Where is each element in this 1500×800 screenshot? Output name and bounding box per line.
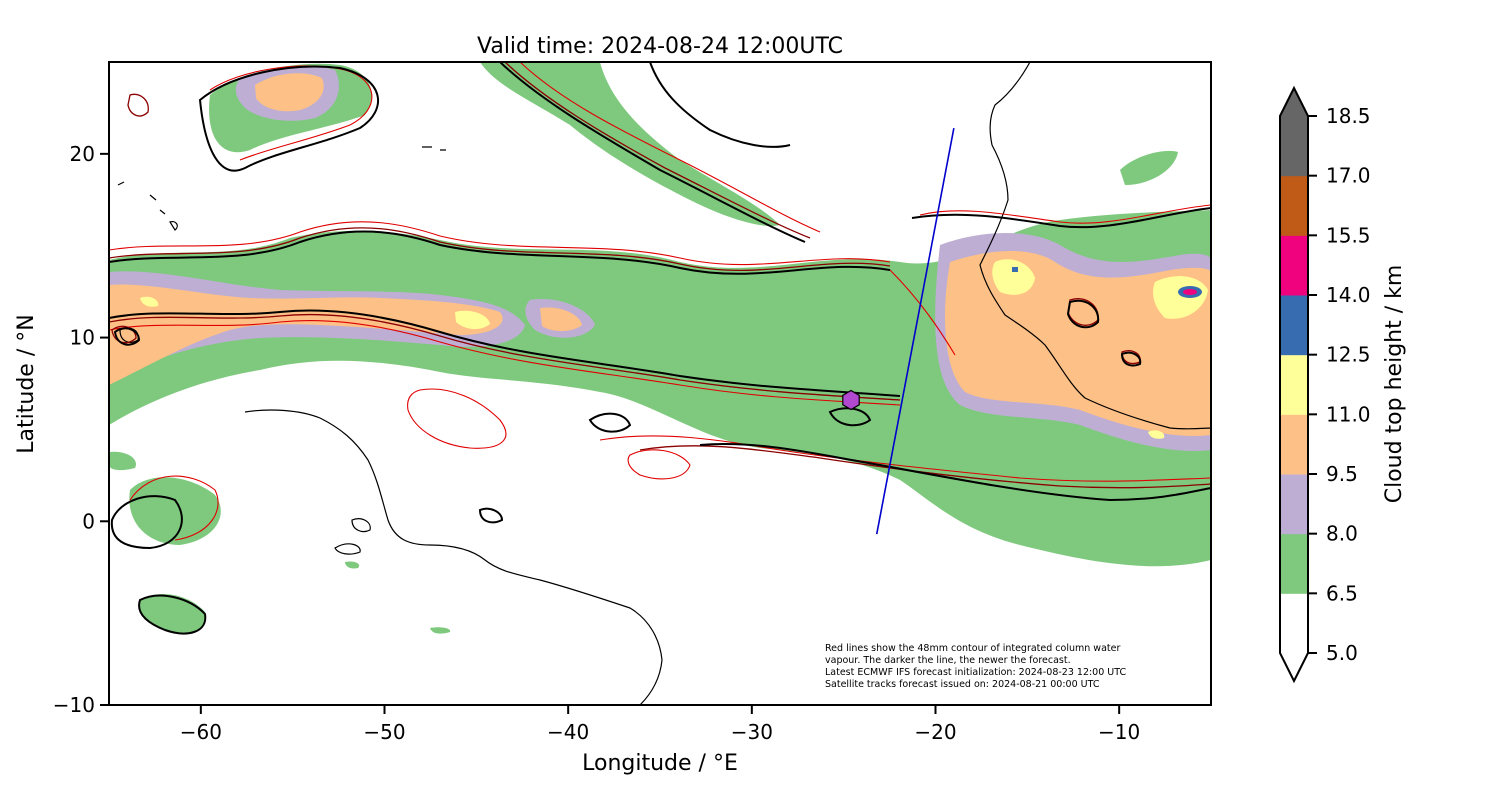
annotation-line-4: Satellite tracks forecast issued on: 202… (825, 679, 1100, 690)
colorbar-tick-label: 5.0 (1326, 641, 1358, 665)
colorbar-tick-label: 9.5 (1326, 462, 1358, 486)
y-axis-ticks: −10 0 10 20 (53, 142, 109, 717)
y-axis-label: Latitude / °N (14, 314, 39, 453)
iwv-contours-older (109, 62, 1211, 541)
y-tick-label: 10 (70, 326, 95, 350)
annotation-line-3: Latest ECMWF IFS forecast initialization… (825, 667, 1126, 678)
x-tick-label: −60 (180, 720, 222, 744)
cloud-layer-9.5-11.0 (109, 73, 1211, 436)
annotation-line-2: vapour. The darker the line, the newer t… (825, 655, 1071, 666)
colorbar-swatch (1280, 116, 1308, 177)
colorbar-swatch (1280, 593, 1308, 654)
x-tick-label: −10 (1098, 720, 1140, 744)
iwv-contours-newer (109, 62, 1211, 489)
colorbar-swatch (1280, 533, 1308, 594)
hexagon-marker (842, 389, 860, 411)
colorbar-tick-label: 6.5 (1326, 581, 1358, 605)
colorbar-tick-label: 15.5 (1326, 223, 1371, 247)
colorbar: 5.0 6.5 8.0 9.5 11.0 12.5 14.0 15.5 17.0 18.5 (1279, 85, 1371, 684)
x-axis-label: Longitude / °E (582, 751, 738, 776)
cloud-layer-high-spots (1012, 267, 1202, 298)
colorbar-tick-label: 14.0 (1326, 283, 1371, 307)
colorbar-label: Cloud top height / km (1382, 265, 1407, 504)
colorbar-swatch (1280, 175, 1308, 236)
map-title: Valid time: 2024-08-24 12:00UTC (477, 34, 843, 59)
satellite-track-line (875, 127, 955, 535)
colorbar-tick-label: 8.0 (1326, 522, 1358, 546)
map-frame (108, 61, 1212, 706)
x-tick-label: −30 (731, 720, 773, 744)
x-tick-label: −20 (914, 720, 956, 744)
colorbar-swatch (1280, 235, 1308, 296)
colorbar-swatch (1280, 474, 1308, 535)
colorbar-extend-min (1280, 653, 1308, 681)
colorbar-extend-max (1280, 88, 1308, 116)
x-axis-ticks: −60 −50 −40 −30 −20 −10 (180, 705, 1140, 744)
colorbar-tick-label: 11.0 (1326, 402, 1371, 426)
colorbar-swatch (1280, 295, 1308, 356)
y-tick-label: 0 (82, 509, 95, 533)
colorbar-tick-label: 17.0 (1326, 164, 1371, 188)
map-panel: Red lines show the 48mm contour of integ… (108, 61, 1212, 706)
colorbar-swatch (1280, 414, 1308, 475)
annotation-line-1: Red lines show the 48mm contour of integ… (825, 643, 1120, 654)
colorbar-swatch (1280, 354, 1308, 415)
map-annotation: Red lines show the 48mm contour of integ… (825, 643, 1126, 690)
x-tick-label: −40 (547, 720, 589, 744)
colorbar-tick-label: 18.5 (1326, 104, 1371, 128)
x-tick-label: −50 (363, 720, 405, 744)
y-tick-label: −10 (53, 693, 95, 717)
y-tick-label: 20 (70, 142, 95, 166)
cloud-outline-contours (109, 62, 1211, 635)
coastlines (117, 62, 1211, 705)
colorbar-tick-label: 12.5 (1326, 343, 1371, 367)
